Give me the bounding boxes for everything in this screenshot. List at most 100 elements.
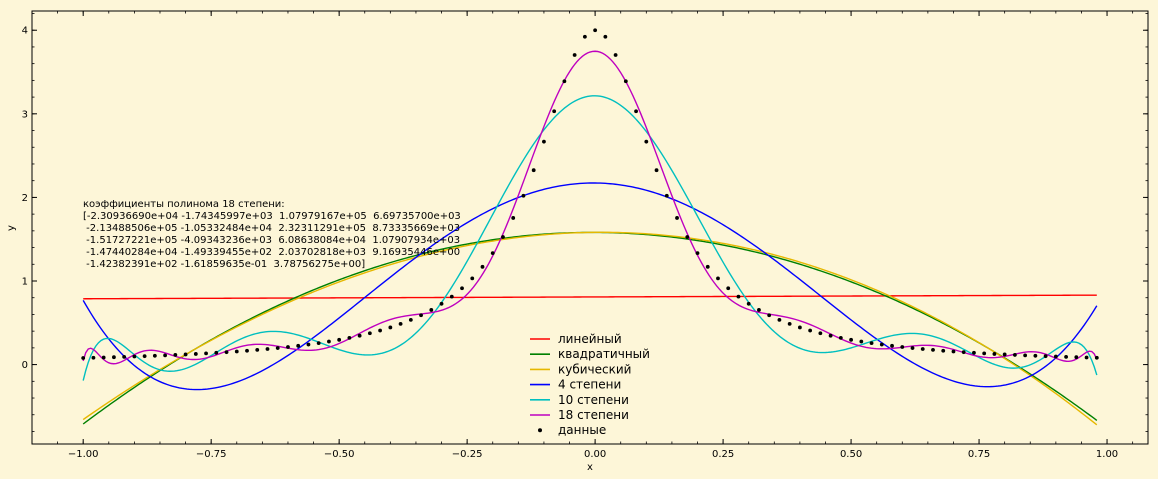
x-tick-label: −0.50 [324,449,355,460]
x-tick-label: 1.00 [1096,449,1118,460]
data-point [296,343,301,348]
data-point [163,353,168,358]
annotation-line: [-2.30936690e+04 -1.74345997e+03 1.07979… [83,211,461,222]
data-point [193,352,198,356]
x-tick-label: 0.00 [584,449,606,460]
data-point [490,251,495,256]
data-point [234,349,239,354]
data-point [920,347,925,351]
data-point [480,264,485,269]
data-point [265,347,270,351]
data-point [378,328,383,333]
series-line-deg-4 [82,182,1098,391]
data-point [327,339,331,344]
data-point [705,264,710,269]
data-point [316,341,321,346]
data-point [337,337,342,342]
data-point [695,251,700,256]
y-tick-label: 1 [22,276,28,287]
data-point [593,28,598,33]
data-point [112,355,116,360]
data-point [542,139,546,144]
data-point [992,352,997,356]
data-point [951,349,956,354]
data-point [1053,354,1058,359]
x-axis-label: x [587,462,593,473]
coefficients-annotation: коэффициенты полинома 18 степени:[-2.309… [83,199,461,270]
data-point [1043,354,1048,359]
y-tick-label: 0 [22,360,28,371]
data-point [859,339,864,344]
data-point [173,353,178,357]
data-point [654,168,659,173]
data-point [572,53,577,57]
data-point [982,351,987,356]
data-point [736,294,741,299]
x-tick-label: −0.25 [452,449,483,460]
series-line-deg-1 [83,294,1097,300]
data-point [941,348,946,353]
data-point [757,308,761,312]
data-point [849,337,853,342]
data-point [664,193,669,198]
data-point [603,34,608,39]
data-point [152,353,157,358]
data-point [961,350,966,355]
x-tick-label: 0.25 [712,449,734,460]
data-point [767,313,772,318]
annotation-line: -1.51727221e+05 -4.09343236e+03 6.086380… [83,235,460,246]
y-ticks: 0 1 2 3 4 [22,13,1148,432]
data-point [183,352,188,357]
x-tick-label: 0.75 [968,449,990,460]
data-point [746,301,751,306]
data-point [419,313,423,318]
y-tick-label: 4 [22,26,28,37]
legend-label: 10 степени [558,393,629,407]
data-point [552,109,557,114]
data-point [255,348,260,352]
data-point [521,193,526,198]
data-point [1023,353,1028,358]
y-axis-label: y [6,225,17,231]
data-point [245,348,249,353]
data-point [1084,355,1089,360]
data-point [449,294,454,299]
data-point [828,333,833,338]
data-point [214,350,219,355]
data-point [838,335,843,340]
data-point [869,341,874,346]
series-line-deg-10 [82,95,1098,381]
legend-label: кубический [558,362,631,376]
annotation-line: коэффициенты полинома 18 степени: [83,199,285,210]
data-points [81,28,1099,360]
legend-label: 18 степени [558,408,629,422]
data-point [900,345,905,349]
data-point [224,350,229,355]
data-point [388,325,393,330]
data-point [1074,355,1079,360]
annotation-line: -2.13488506e+05 -1.05332484e+04 2.323112… [83,223,460,234]
plot-area [31,10,1149,445]
data-point [1094,355,1099,360]
data-point [613,53,618,57]
data-point [347,335,352,340]
data-point [726,286,731,291]
data-point [142,354,147,359]
series-line-deg-18 [82,50,1098,365]
data-point [890,343,894,348]
annotation-line: -1.47440284e+04 -1.49339455e+02 2.037028… [83,247,460,258]
data-point [460,286,464,291]
data-point [408,317,413,322]
data-point [511,216,516,220]
data-point [879,342,884,347]
data-point [931,348,935,352]
series-line-deg-3 [82,231,1098,426]
data-point [306,342,311,347]
x-tick-label: 0.50 [840,449,862,460]
data-point [777,317,782,322]
data-point [122,354,127,359]
data-point [818,331,823,336]
data-point [562,79,567,84]
